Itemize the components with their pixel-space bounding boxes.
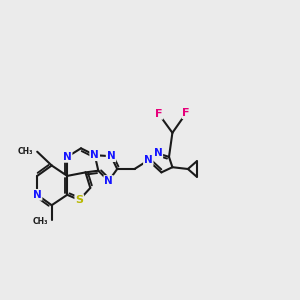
Text: N: N xyxy=(63,152,72,162)
Text: N: N xyxy=(33,190,42,200)
Text: N: N xyxy=(104,176,113,186)
Text: CH₃: CH₃ xyxy=(32,218,48,226)
Text: N: N xyxy=(154,148,162,158)
Text: N: N xyxy=(90,150,99,160)
Text: S: S xyxy=(75,195,83,205)
Text: F: F xyxy=(155,109,162,119)
Text: N: N xyxy=(106,151,116,161)
Text: F: F xyxy=(182,108,190,118)
Text: N: N xyxy=(144,155,153,165)
Text: CH₃: CH₃ xyxy=(18,147,33,156)
Text: N: N xyxy=(90,150,99,160)
